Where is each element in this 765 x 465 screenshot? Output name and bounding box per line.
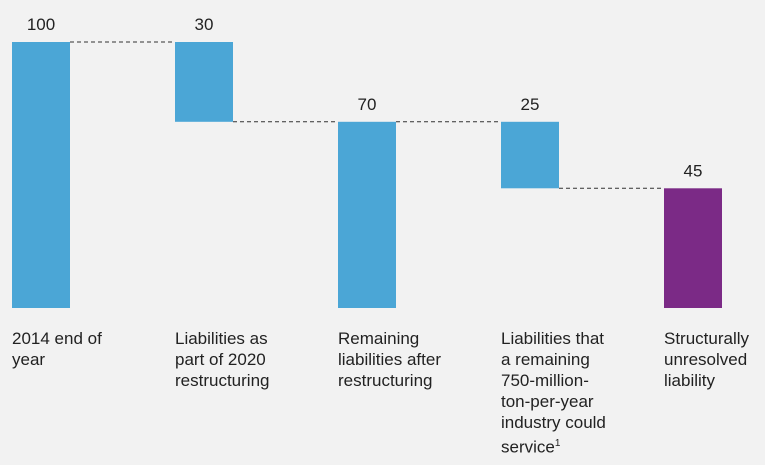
value-label-3: 25 xyxy=(521,95,540,114)
category-label-2: Remaining liabilities after restructurin… xyxy=(338,328,458,391)
bar-1 xyxy=(175,42,233,122)
category-label-3: Liabilities that a remaining 750-million… xyxy=(501,328,611,458)
value-label-1: 30 xyxy=(195,15,214,34)
value-label-0: 100 xyxy=(27,15,55,34)
category-label-1: Liabilities as part of 2020 restructurin… xyxy=(175,328,293,391)
value-label-4: 45 xyxy=(684,161,703,180)
footnote-marker: 1 xyxy=(555,438,561,449)
category-label-0: 2014 end of year xyxy=(12,328,132,370)
bar-2 xyxy=(338,122,396,308)
bar-3 xyxy=(501,122,559,189)
bar-4 xyxy=(664,188,722,308)
category-label-4: Structurally unresolved liability xyxy=(664,328,764,391)
value-label-2: 70 xyxy=(358,95,377,114)
bar-0 xyxy=(12,42,70,308)
